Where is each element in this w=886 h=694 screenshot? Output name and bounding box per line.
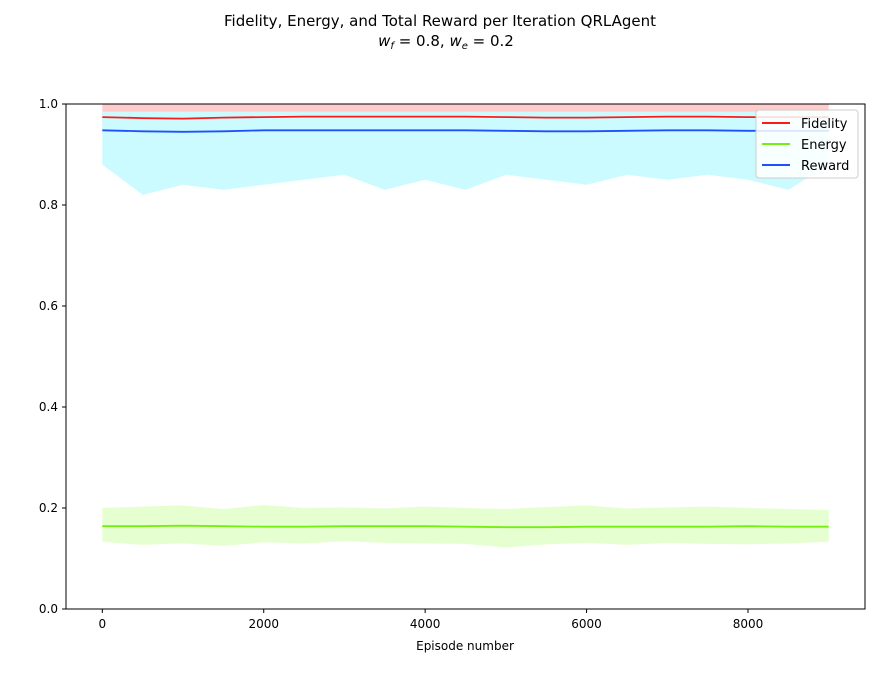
y-tick-label: 0.6 (39, 299, 58, 313)
x-tick-label: 2000 (248, 617, 279, 631)
legend: Fidelity Energy Reward (755, 109, 859, 179)
line-fidelity (102, 115, 829, 120)
legend-box (755, 109, 859, 179)
legend-label-reward: Reward (801, 159, 849, 174)
y-tick-label: 1.0 (39, 97, 58, 111)
subtitle-we-value: 0.2 (490, 32, 514, 50)
x-tick-label: 6000 (571, 617, 602, 631)
x-tick-label: 8000 (733, 617, 764, 631)
y-tick-label: 0.0 (39, 602, 58, 616)
y-axis-ticks: 0.0 0.2 0.4 0.6 0.8 1.0 (39, 97, 66, 616)
subtitle-wf-value: 0.8 (416, 32, 440, 50)
x-tick-label: 0 (98, 617, 106, 631)
x-axis-label: Episode number (416, 639, 514, 653)
y-tick-label: 0.8 (39, 198, 58, 212)
line-energy (102, 524, 829, 529)
legend-label-fidelity: Fidelity (801, 117, 848, 132)
x-tick-label: 4000 (410, 617, 441, 631)
y-tick-label: 0.2 (39, 501, 58, 515)
chart-subtitle: wf = 0.8, we = 0.2 (378, 32, 514, 52)
band-reward (102, 111, 829, 195)
line-reward (102, 129, 829, 133)
legend-label-energy: Energy (801, 138, 847, 153)
chart-title: Fidelity, Energy, and Total Reward per I… (224, 12, 656, 30)
x-axis-ticks: 0 2000 4000 6000 8000 (98, 609, 763, 631)
series-lines (102, 115, 829, 529)
plot-frame (65, 103, 866, 610)
y-tick-label: 0.4 (39, 400, 58, 414)
